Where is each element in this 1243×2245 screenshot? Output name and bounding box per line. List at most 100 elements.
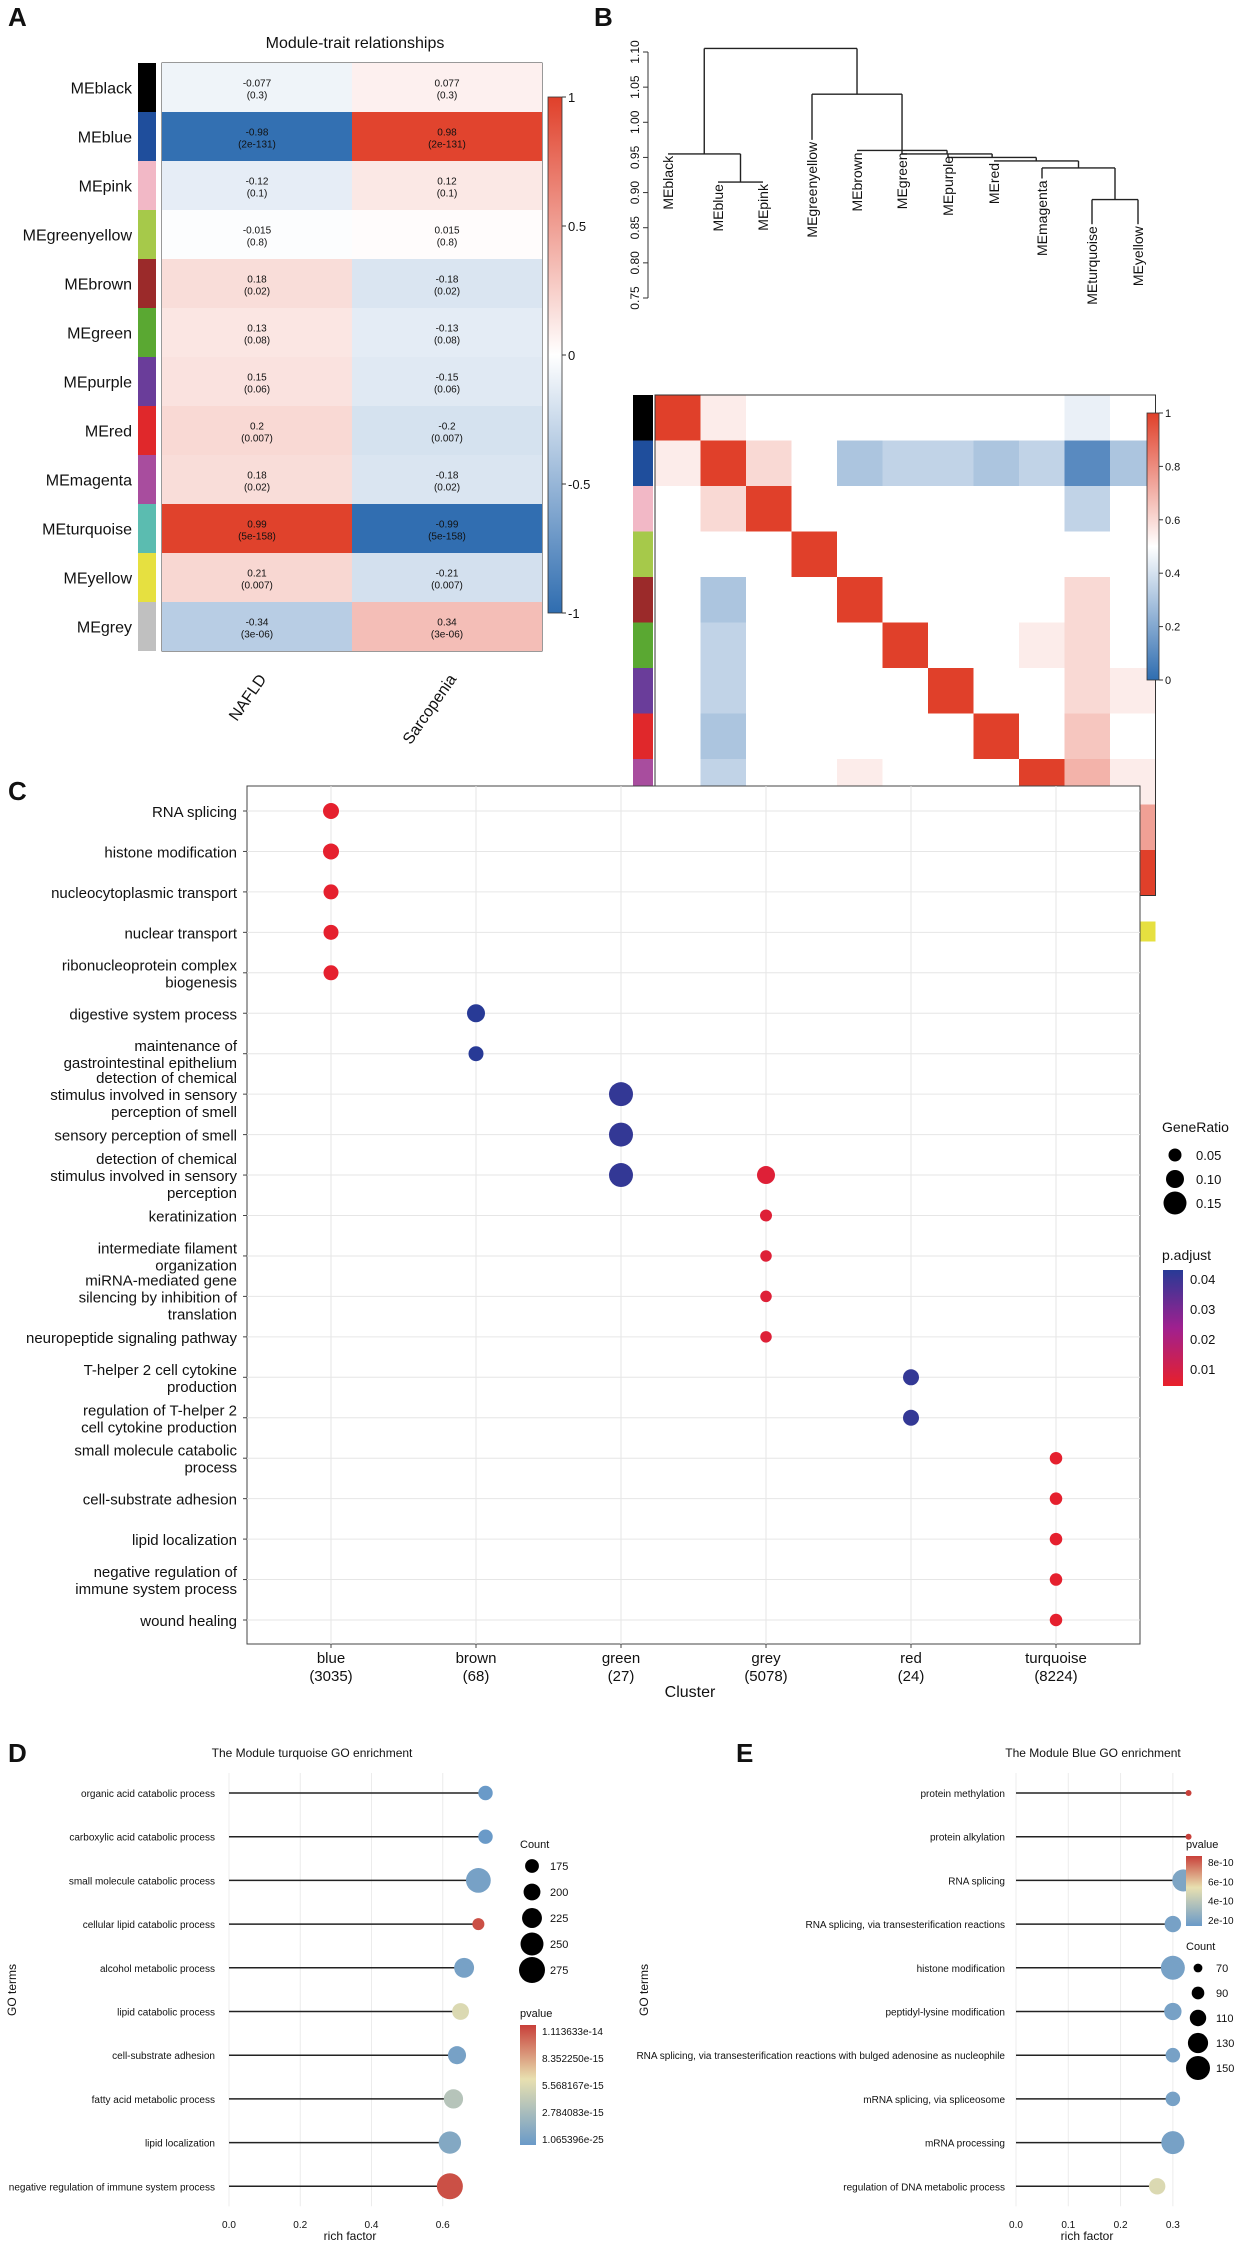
- adjacency-cell: [1019, 486, 1065, 532]
- heatmap-cell: [162, 112, 352, 161]
- term-label: ribonucleoprotein complex: [62, 957, 238, 974]
- adjacency-cell: [928, 668, 974, 714]
- cell-value: -0.077: [243, 79, 272, 90]
- legend-count-label: 250: [550, 1939, 568, 1951]
- adjacency-cell: [655, 668, 701, 714]
- legend-pvalue-bar: [520, 2025, 536, 2145]
- cell-value: -0.13: [436, 324, 459, 335]
- go-term-label: organic acid catabolic process: [81, 1789, 215, 1800]
- cluster-label-green: green: [602, 1650, 640, 1667]
- adjacency-cell: [882, 395, 928, 441]
- adjacency-cell: [791, 713, 837, 759]
- legend-padjust-label: 0.01: [1190, 1362, 1215, 1377]
- cell-pvalue: (0.06): [244, 385, 270, 396]
- adjacency-cell: [837, 713, 883, 759]
- lollipop-dot: [443, 2089, 464, 2109]
- term-label: immune system process: [75, 1581, 237, 1598]
- go-term-dot: [323, 884, 339, 900]
- term-label: lipid localization: [132, 1532, 237, 1549]
- adjacency-cell: [791, 577, 837, 623]
- term-label: histone modification: [104, 844, 237, 861]
- adjacency-cell: [746, 622, 792, 668]
- lollipop-dot: [472, 1918, 485, 1931]
- legend-count-label: 90: [1216, 1988, 1228, 2000]
- adjacency-cell: [746, 395, 792, 441]
- go-term-dot: [760, 1290, 772, 1303]
- term-label: regulation of T-helper 2: [83, 1402, 237, 1419]
- cluster-label-turquoise: turquoise: [1025, 1650, 1087, 1667]
- cell-pvalue: (0.8): [437, 238, 458, 249]
- go-term-label: cell-substrate adhesion: [112, 2051, 215, 2062]
- adjacency-cell: [746, 668, 792, 714]
- go-term-label: cellular lipid catabolic process: [83, 1920, 215, 1931]
- legend-pvalue-label: 8e-10: [1208, 1858, 1234, 1869]
- term-label: translation: [168, 1306, 237, 1323]
- adjacency-cell: [837, 440, 883, 486]
- adjacency-cell: [973, 713, 1019, 759]
- lollipop-dot: [1185, 1790, 1192, 1796]
- term-label: RNA splicing: [152, 804, 237, 821]
- term-label: maintenance of: [134, 1038, 237, 1055]
- row-label-MEturquoise: MEturquoise: [42, 522, 132, 539]
- go-term-dot: [1049, 1573, 1063, 1586]
- term-label: nucleocytoplasmic transport: [51, 885, 238, 902]
- term-label: detection of chemical: [96, 1070, 237, 1087]
- adjacency-cell: [928, 713, 974, 759]
- cell-value: 0.15: [247, 373, 267, 384]
- go-term-dot: [323, 965, 339, 981]
- color-scale-label: 0.5: [568, 219, 586, 234]
- row-color-swatch: [138, 63, 156, 112]
- go-term-dot: [609, 1163, 633, 1188]
- adjacency-cell: [700, 577, 746, 623]
- color-scale-label: 0.8: [1165, 461, 1180, 473]
- cell-value: 0.18: [247, 471, 267, 482]
- cell-value: 0.34: [437, 618, 457, 629]
- panel-b-dendrogram: 0.75 0.80 0.85 0.90 0.95 1.00 1.05 1.10 MEblack M…: [628, 40, 1146, 310]
- go-term-label: histone modification: [917, 1964, 1005, 1975]
- color-scale-label: -0.5: [568, 477, 590, 492]
- dendrogram-axis-label: 1.05: [628, 75, 642, 99]
- row-label-MEgreen: MEgreen: [67, 326, 132, 343]
- go-term-dot: [1049, 1451, 1063, 1465]
- go-term-label: small molecule catabolic process: [69, 1876, 215, 1887]
- heatmap-cell: [162, 455, 352, 504]
- heatmap-cell: [162, 406, 352, 455]
- legend-gene-ratio-label: 0.15: [1196, 1196, 1221, 1211]
- adjacency-cell: [1110, 713, 1156, 759]
- cluster-count: (3035): [309, 1668, 352, 1685]
- color-scale-label: 0: [568, 348, 575, 363]
- adjacency-cell: [700, 395, 746, 441]
- panel-d-ylabel: GO terms: [5, 1964, 19, 2016]
- row-color-swatch: [138, 308, 156, 357]
- legend-count-dot: [1191, 1986, 1205, 2000]
- dendrogram-axis-label: 0.90: [628, 181, 642, 205]
- adjacency-cell: [882, 622, 928, 668]
- lollipop-dot: [438, 2131, 462, 2154]
- legend-pvalue-label: 1.065396e-25: [542, 2135, 604, 2146]
- term-label: stimulus involved in sensory: [50, 1087, 237, 1104]
- go-term-label: alcohol metabolic process: [100, 1964, 215, 1975]
- term-label: silencing by inhibition of: [79, 1289, 238, 1306]
- lollipop-dot: [1148, 2178, 1166, 2195]
- row-label-MEred: MEred: [85, 424, 132, 441]
- row-color-swatch: [138, 259, 156, 308]
- row-label-MEpink: MEpink: [79, 179, 133, 196]
- cell-pvalue: (0.1): [437, 189, 458, 200]
- term-label: intermediate filament: [98, 1240, 238, 1257]
- heatmap-cell: [162, 161, 352, 210]
- dendrogram-leaf-MEyellow: MEyellow: [1130, 225, 1146, 286]
- adjacency-cell: [1019, 713, 1065, 759]
- term-label: neuropeptide signaling pathway: [26, 1330, 237, 1347]
- adjacency-cell: [1064, 668, 1110, 714]
- cell-value: -0.2: [438, 422, 456, 433]
- x-tick-label: 0.2: [293, 2220, 307, 2231]
- adjacency-cell: [882, 668, 928, 714]
- adjacency-cell: [928, 622, 974, 668]
- cell-value: -0.015: [243, 226, 272, 237]
- legend-count-dot: [522, 1908, 542, 1928]
- adjacency-cell: [791, 668, 837, 714]
- row-label-MEblack: MEblack: [71, 81, 133, 98]
- row-label-MEyellow: MEyellow: [64, 571, 133, 588]
- legend-gene-ratio-dot: [1168, 1148, 1182, 1162]
- adjacency-cell: [655, 713, 701, 759]
